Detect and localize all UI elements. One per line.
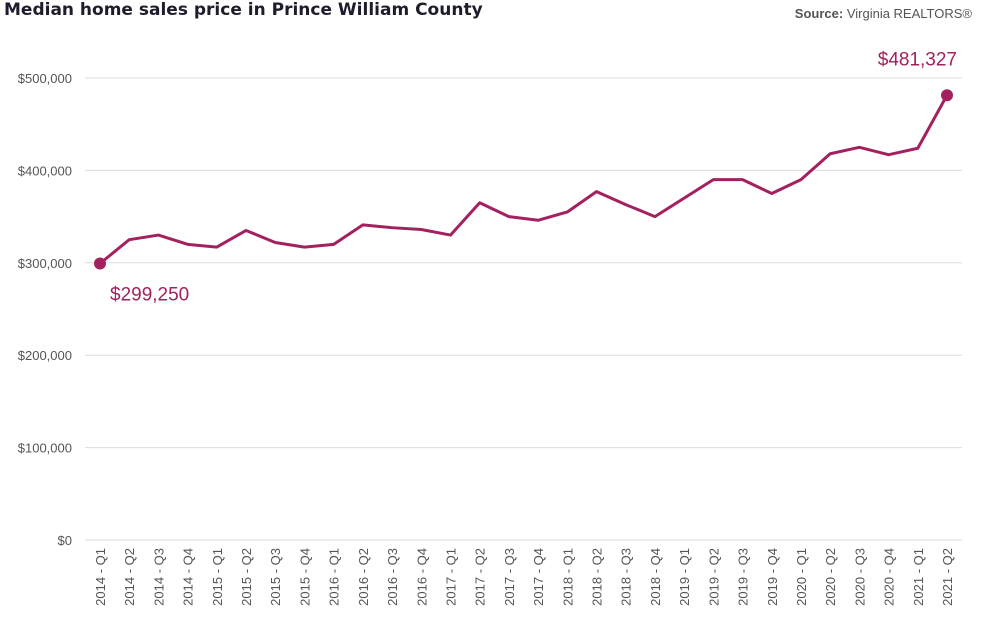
x-tick-label: 2016 - Q2 <box>356 548 371 606</box>
gridlines <box>85 77 962 541</box>
x-tick-label: 2019 - Q4 <box>765 548 780 606</box>
annotations: $299,250 $481,327 <box>110 49 957 305</box>
x-tick-label: 2021 - Q2 <box>940 548 955 606</box>
x-tick-label: 2017 - Q2 <box>473 548 488 606</box>
series-line <box>99 94 949 265</box>
x-tick-label: 2016 - Q3 <box>385 548 400 606</box>
x-tick-label: 2019 - Q1 <box>677 548 692 606</box>
source-label: Source: <box>794 6 844 21</box>
data-point-marker <box>941 89 953 102</box>
x-tick-label: 2018 - Q4 <box>648 548 663 606</box>
x-tick-label: 2020 - Q2 <box>823 548 838 606</box>
data-point-marker <box>94 257 106 270</box>
x-tick-label: 2020 - Q3 <box>852 548 867 606</box>
x-tick-label: 2015 - Q3 <box>268 548 283 606</box>
y-tick-label: $200,000 <box>18 348 72 363</box>
y-tick-label: $300,000 <box>18 256 72 271</box>
y-tick-label: $500,000 <box>18 71 72 86</box>
x-tick-label: 2014 - Q2 <box>122 548 137 606</box>
y-tick-label: $0 <box>58 533 72 548</box>
x-tick-label: 2015 - Q1 <box>210 548 225 606</box>
x-tick-label: 2017 - Q3 <box>502 548 517 606</box>
annotation-end-value: $481,327 <box>878 49 957 70</box>
y-tick-label: $400,000 <box>18 163 72 178</box>
end-markers <box>94 89 953 270</box>
x-tick-label: 2016 - Q4 <box>414 548 429 606</box>
x-tick-label: 2017 - Q1 <box>443 548 458 606</box>
x-tick-label: 2014 - Q3 <box>151 548 166 606</box>
x-tick-label: 2014 - Q1 <box>93 548 108 606</box>
x-tick-label: 2014 - Q4 <box>181 548 196 606</box>
x-tick-label: 2020 - Q1 <box>794 548 809 606</box>
source-credit: Source: Virginia REALTORS® <box>795 6 972 21</box>
x-tick-label: 2019 - Q2 <box>706 548 721 606</box>
x-tick-label: 2018 - Q1 <box>560 548 575 606</box>
chart-title: Median home sales price in Prince Willia… <box>4 0 483 20</box>
x-tick-label: 2018 - Q2 <box>590 548 605 606</box>
x-tick-label: 2021 - Q1 <box>911 548 926 606</box>
x-tick-label: 2017 - Q4 <box>531 548 546 606</box>
y-axis-labels: $0 $100,000 $200,000 $300,000 $400,000 $500,0… <box>18 71 72 548</box>
x-tick-label: 2019 - Q3 <box>736 548 751 606</box>
x-axis-labels: 2014 - Q1 2014 - Q2 2014 - Q3 2014 - Q4 2015… <box>93 548 955 606</box>
source-value: Virginia REALTORS® <box>846 6 972 21</box>
x-tick-label: 2016 - Q1 <box>327 548 342 606</box>
x-tick-label: 2015 - Q4 <box>297 548 312 606</box>
annotation-start-value: $299,250 <box>110 284 189 305</box>
y-tick-label: $100,000 <box>18 441 72 456</box>
x-tick-label: 2015 - Q2 <box>239 548 254 606</box>
x-tick-label: 2020 - Q4 <box>882 548 897 606</box>
x-tick-label: 2018 - Q3 <box>619 548 634 606</box>
